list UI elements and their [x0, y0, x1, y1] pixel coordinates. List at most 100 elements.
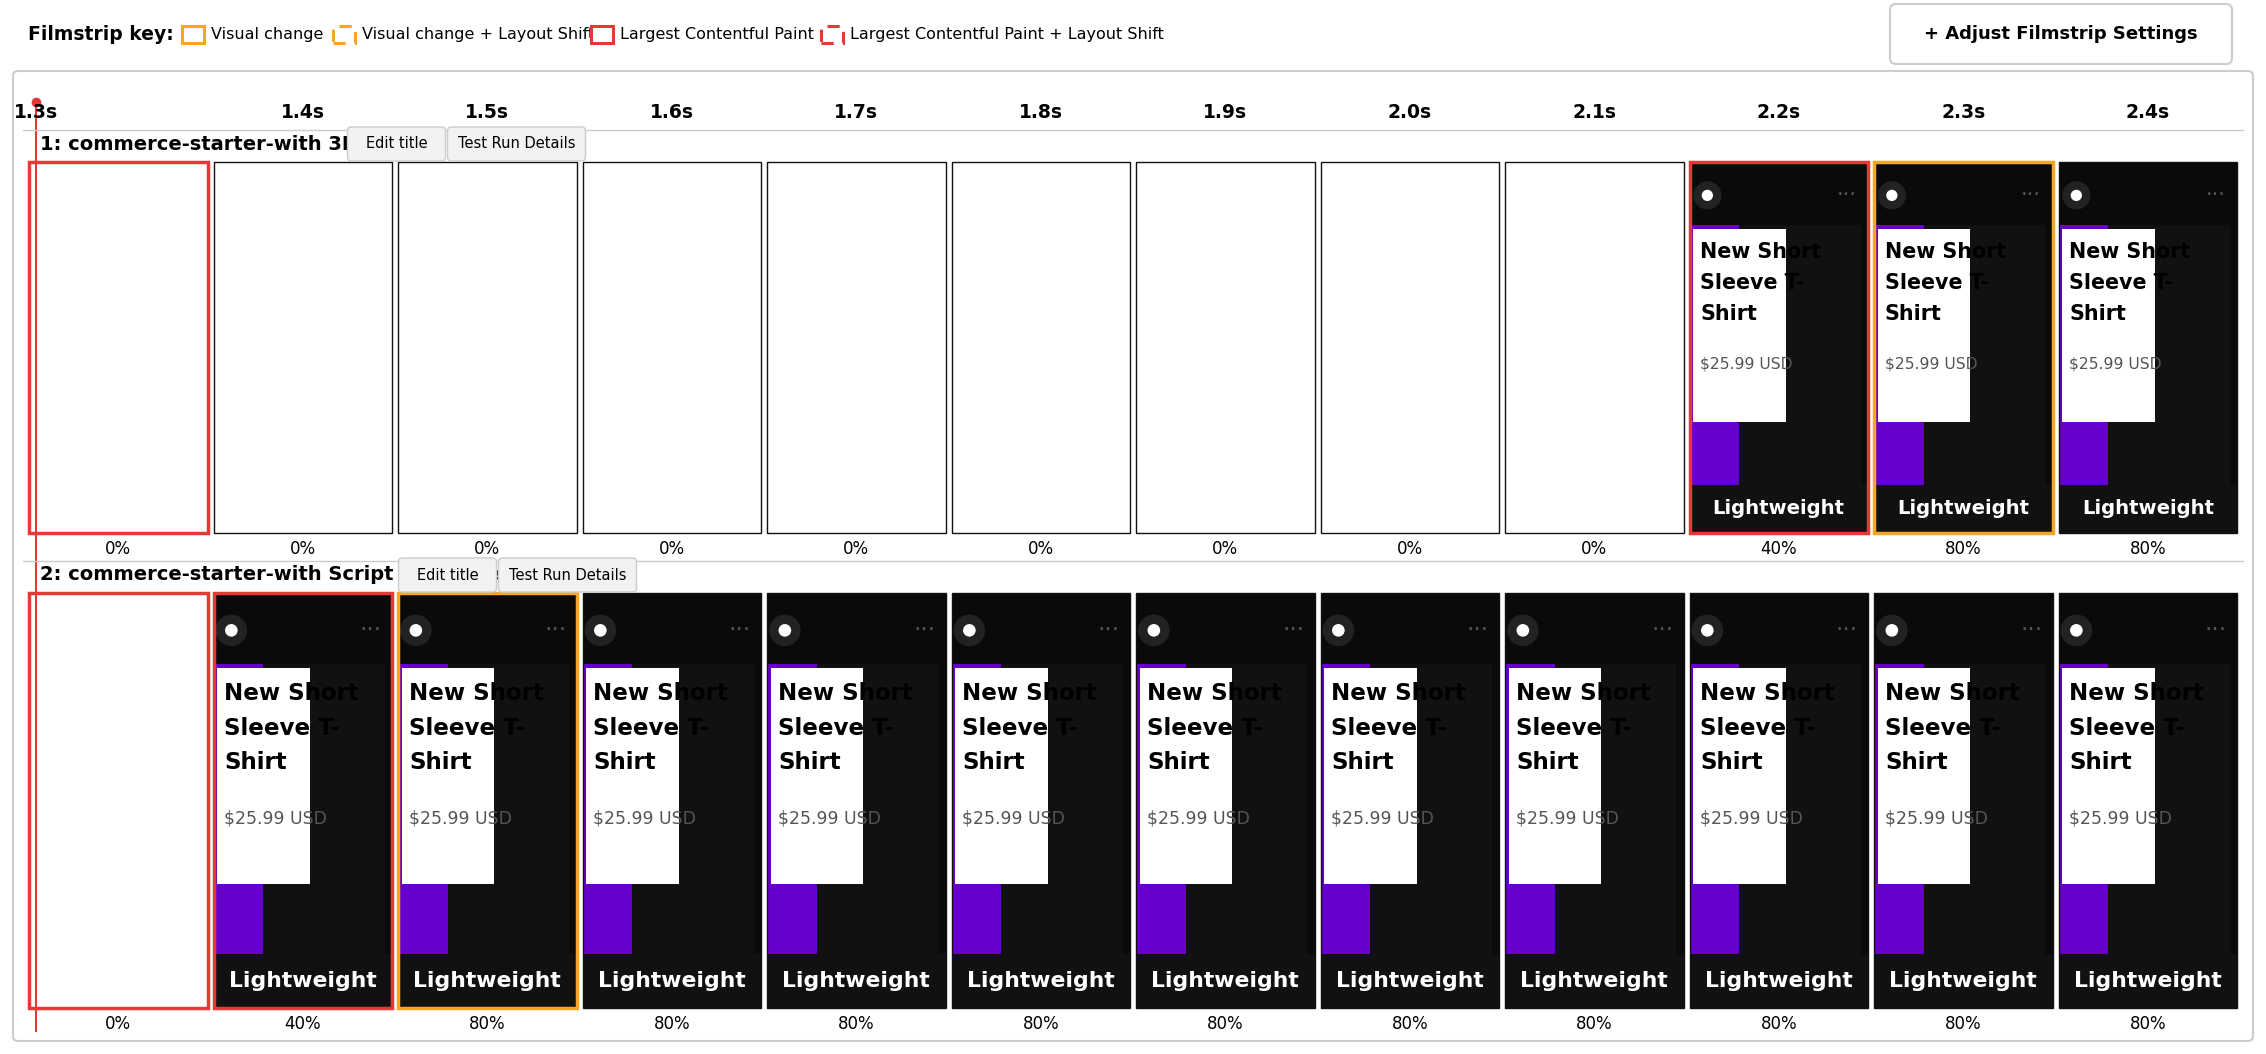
Bar [1693, 667, 1786, 883]
Text: Sleeve T-: Sleeve T- [1516, 717, 1632, 740]
Text: ···: ··· [1283, 619, 1305, 642]
Text: Sleeve T-: Sleeve T- [1885, 717, 2001, 740]
Bar [1020, 676, 1070, 967]
Text: Filmstrip key:: Filmstrip key: [27, 24, 174, 43]
Bar [1554, 664, 1677, 988]
Text: Shirt: Shirt [594, 752, 657, 774]
Text: $25.99 USD: $25.99 USD [224, 809, 326, 827]
Text: ···: ··· [1466, 619, 1489, 642]
Text: 1.4s: 1.4s [281, 102, 324, 121]
Text: + Adjust Filmstrip Settings: + Adjust Filmstrip Settings [1924, 25, 2198, 43]
Bar [2107, 664, 2230, 988]
Text: 1.6s: 1.6s [650, 102, 693, 121]
Bar [2062, 667, 2155, 883]
Bar [1693, 667, 1786, 883]
Circle shape [780, 624, 791, 637]
Bar [2058, 162, 2237, 533]
Bar [1321, 664, 1432, 975]
Bar [766, 593, 945, 1008]
Text: Lightweight: Lightweight [1151, 971, 1298, 991]
Bar [401, 667, 494, 883]
Bar [1740, 664, 1860, 988]
Text: Test Run Details: Test Run Details [458, 137, 576, 152]
Text: Shirt: Shirt [2069, 752, 2132, 774]
Text: 80%: 80% [469, 1015, 505, 1033]
Bar [1321, 954, 1500, 1008]
Text: 80%: 80% [1944, 1015, 1980, 1033]
Text: Lightweight: Lightweight [1704, 971, 1854, 991]
Bar [1509, 667, 1602, 883]
Circle shape [401, 614, 431, 646]
Bar [952, 162, 1131, 533]
Bar [467, 676, 517, 967]
Circle shape [2060, 614, 2092, 646]
Text: 40%: 40% [286, 1015, 322, 1033]
Text: $25.99 USD: $25.99 USD [963, 809, 1065, 827]
Text: 2: commerce-starter-with Script component: 2: commerce-starter-with Script componen… [41, 566, 523, 585]
Text: 1.3s: 1.3s [14, 102, 59, 121]
Text: Lightweight: Lightweight [2082, 500, 2214, 519]
Circle shape [1885, 624, 1899, 637]
Bar [952, 593, 1131, 1008]
Bar [1203, 676, 1253, 967]
Bar [954, 667, 1047, 883]
Circle shape [1332, 624, 1344, 637]
Bar [213, 162, 392, 533]
Bar [766, 954, 945, 1008]
Text: 0%: 0% [1029, 540, 1054, 558]
Text: $25.99 USD: $25.99 USD [1147, 809, 1251, 827]
Text: New Short: New Short [2069, 682, 2205, 705]
Bar [399, 664, 508, 975]
Text: ···: ··· [1097, 619, 1119, 642]
FancyBboxPatch shape [446, 126, 585, 161]
Bar [1690, 162, 1867, 533]
Text: 1.9s: 1.9s [1203, 102, 1246, 121]
Bar [1505, 664, 1616, 975]
Text: $25.99 USD: $25.99 USD [1516, 809, 1618, 827]
Bar [1002, 664, 1124, 988]
Bar [263, 664, 385, 988]
Text: Shirt: Shirt [1700, 752, 1763, 774]
Text: Sleeve T-: Sleeve T- [2069, 273, 2173, 293]
Text: ···: ··· [360, 619, 381, 642]
Text: 1.5s: 1.5s [465, 102, 510, 121]
Text: Lightweight: Lightweight [782, 971, 929, 991]
Circle shape [2071, 624, 2082, 637]
Bar [29, 593, 208, 1008]
Text: 80%: 80% [1944, 540, 1980, 558]
Text: Sleeve T-: Sleeve T- [777, 717, 895, 740]
Bar [1321, 162, 1500, 533]
Bar [952, 954, 1131, 1008]
Text: 80%: 80% [1022, 1015, 1058, 1033]
Bar [587, 667, 680, 883]
Bar [1371, 664, 1491, 988]
Text: Shirt: Shirt [1516, 752, 1579, 774]
FancyBboxPatch shape [181, 25, 204, 42]
Text: 2.1s: 2.1s [1573, 102, 1616, 121]
Text: Sleeve T-: Sleeve T- [1700, 273, 1806, 293]
Bar [1690, 485, 1867, 533]
Bar [1693, 229, 1786, 422]
Bar [1874, 226, 1985, 504]
Bar [2058, 593, 2237, 1008]
Bar [399, 593, 576, 1008]
Text: Sleeve T-: Sleeve T- [1147, 717, 1262, 740]
Text: 80%: 80% [2130, 1015, 2166, 1033]
Bar [281, 676, 331, 967]
Bar [1879, 667, 1971, 883]
Bar [1758, 676, 1808, 967]
Bar [1879, 667, 1971, 883]
Text: 80%: 80% [838, 1015, 875, 1033]
Circle shape [215, 614, 247, 646]
Bar [2058, 593, 2237, 1008]
FancyBboxPatch shape [399, 558, 496, 592]
Text: 2.3s: 2.3s [1942, 102, 1985, 121]
Bar [766, 162, 945, 533]
Bar [2058, 162, 2237, 533]
Circle shape [1138, 614, 1169, 646]
Bar [2107, 226, 2230, 514]
Bar [1874, 485, 2053, 533]
Circle shape [1702, 624, 1713, 637]
Text: Lightweight: Lightweight [1897, 500, 2030, 519]
Bar [587, 667, 680, 883]
